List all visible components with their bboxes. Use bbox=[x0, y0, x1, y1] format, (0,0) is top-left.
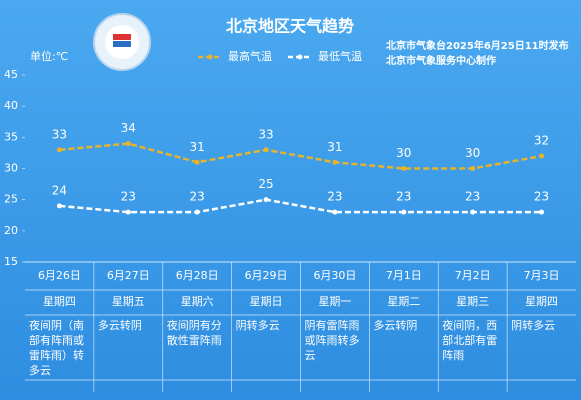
legend-label: 最低气温 bbox=[318, 49, 362, 63]
series-line bbox=[59, 198, 542, 214]
value-label: 23 bbox=[121, 190, 136, 204]
y-tick-label: 30 bbox=[4, 162, 18, 175]
value-label: 30 bbox=[465, 146, 480, 160]
y-tick-label: 25 bbox=[4, 193, 18, 206]
description: 夜间阴，西部北部有雷阵雨 bbox=[442, 319, 498, 362]
weekday: 星期四 bbox=[525, 295, 559, 308]
y-tick-label: 40 bbox=[4, 99, 18, 112]
logo-flag bbox=[113, 34, 131, 40]
y-tick-label: 35 bbox=[4, 130, 18, 143]
point bbox=[194, 159, 200, 165]
value-label: 31 bbox=[327, 140, 342, 154]
point bbox=[401, 166, 407, 171]
description: 多云转阴 bbox=[373, 319, 418, 332]
weekday: 星期三 bbox=[456, 295, 490, 308]
date: 6月29日 bbox=[244, 269, 288, 282]
source: 北京市气象台2025年6月25日11时发布 bbox=[386, 39, 569, 52]
value-label: 25 bbox=[258, 177, 273, 191]
value-label: 23 bbox=[327, 190, 342, 204]
date: 7月3日 bbox=[523, 269, 560, 282]
description: 夜间阴（南部有阵雨或雷阵雨）转多云 bbox=[29, 319, 84, 377]
weekday: 星期五 bbox=[111, 295, 145, 308]
value-label: 23 bbox=[396, 190, 411, 204]
point bbox=[56, 203, 62, 209]
value-label: 23 bbox=[465, 190, 480, 204]
value-label: 33 bbox=[258, 127, 273, 141]
date: 6月26日 bbox=[37, 269, 81, 282]
date: 6月30日 bbox=[313, 269, 357, 282]
legend-label: 最高气温 bbox=[228, 49, 272, 63]
value-label: 30 bbox=[396, 146, 411, 160]
value-label: 31 bbox=[190, 140, 205, 154]
description: 多云转阴 bbox=[97, 319, 142, 332]
value-label: 33 bbox=[52, 127, 67, 141]
value-label: 23 bbox=[190, 190, 205, 204]
logo-flag bbox=[113, 41, 131, 47]
point bbox=[539, 153, 545, 159]
description: 夜间阴有分散性雷阵雨 bbox=[166, 319, 222, 347]
date: 6月27日 bbox=[106, 269, 150, 282]
point bbox=[332, 209, 338, 215]
legend-dot bbox=[297, 54, 303, 60]
point bbox=[263, 147, 269, 153]
point bbox=[470, 166, 476, 171]
date: 7月1日 bbox=[385, 269, 422, 282]
description: 阴转多云 bbox=[235, 319, 280, 332]
chart-title: 北京地区天气趋势 bbox=[226, 17, 354, 36]
date: 6月28日 bbox=[175, 269, 219, 282]
y-tick-label: 45 bbox=[4, 68, 18, 81]
point bbox=[263, 197, 269, 203]
value-label: 24 bbox=[52, 183, 67, 197]
weekday: 星期一 bbox=[318, 295, 352, 308]
value-label: 23 bbox=[534, 190, 549, 204]
value-label: 34 bbox=[121, 121, 136, 135]
source: 北京市气象服务中心制作 bbox=[386, 54, 496, 67]
weekday: 星期六 bbox=[180, 295, 214, 308]
point bbox=[125, 141, 131, 147]
date: 7月2日 bbox=[454, 269, 491, 282]
y-tick-label: 15 bbox=[4, 255, 18, 268]
weekday: 星期日 bbox=[249, 295, 283, 308]
point bbox=[194, 209, 200, 215]
point bbox=[401, 209, 407, 215]
point bbox=[539, 209, 545, 215]
series-line bbox=[59, 142, 542, 170]
value-label: 32 bbox=[534, 134, 549, 148]
point bbox=[56, 147, 62, 153]
weekday: 星期四 bbox=[42, 295, 76, 308]
weekday: 星期二 bbox=[387, 295, 421, 308]
unit-label: 单位:℃ bbox=[30, 49, 68, 63]
point bbox=[125, 209, 131, 215]
point bbox=[470, 209, 476, 215]
y-tick-label: 20 bbox=[4, 224, 18, 237]
description: 阴有雷阵雨或阵雨转多云 bbox=[304, 319, 360, 362]
point bbox=[332, 159, 338, 165]
legend-dot bbox=[207, 54, 213, 60]
description: 阴转多云 bbox=[511, 319, 556, 332]
